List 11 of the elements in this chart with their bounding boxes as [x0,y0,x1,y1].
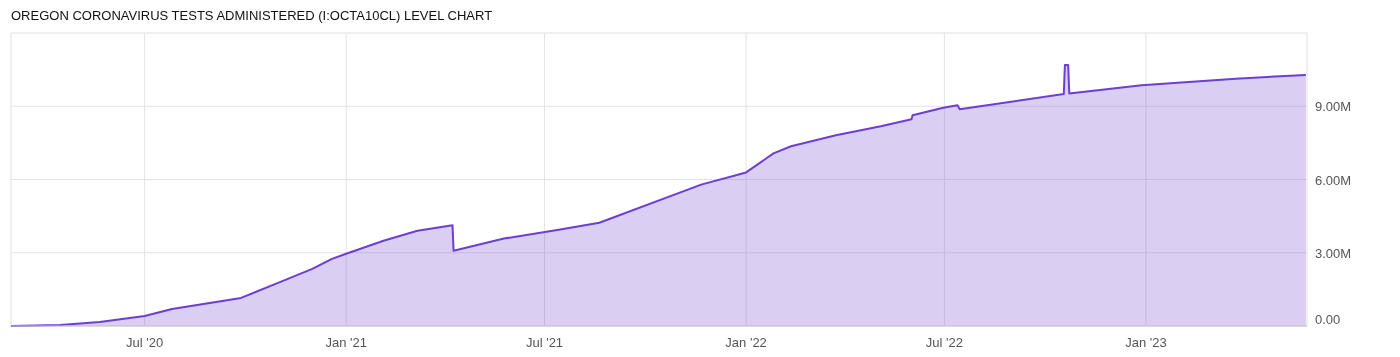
x-tick-label: Jan '23 [1125,335,1167,350]
chart-title: OREGON CORONAVIRUS TESTS ADMINISTERED (I:OCTA10CL) LEVEL CHART [11,8,493,23]
x-tick-label: Jul '20 [126,335,164,350]
y-tick-label: 0.00 [1315,312,1341,327]
x-tick-label: Jan '22 [725,335,767,350]
y-tick-label: 9.00M [1315,99,1352,115]
y-tick-label: 3.00M [1315,245,1352,261]
y-tick-label: 6.00M [1315,172,1352,188]
x-tick-label: Jul '21 [525,335,564,350]
x-tick-label: Jul '22 [925,335,963,350]
x-tick-label: Jan '21 [325,335,367,350]
